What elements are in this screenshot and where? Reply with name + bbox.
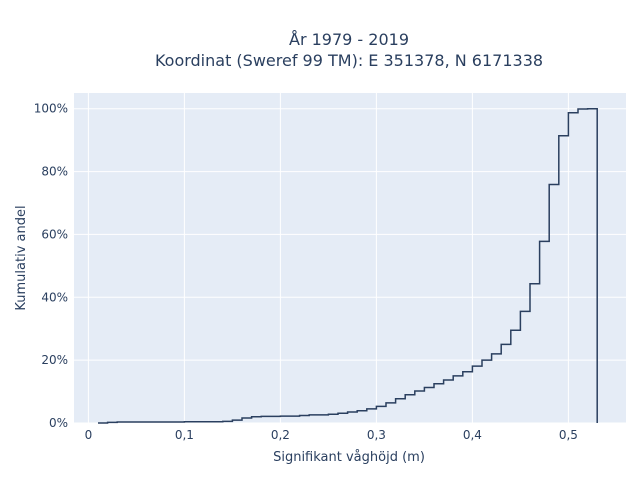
y-gridlines <box>74 108 626 424</box>
x-tick-label: 0 <box>85 428 93 442</box>
y-tick-label: 40% <box>41 290 68 304</box>
x-tick-label: 0,5 <box>559 428 578 442</box>
y-tick-label: 60% <box>41 227 68 241</box>
y-axis-title: Kumulativ andel <box>14 205 29 310</box>
x-tick-label: 0,4 <box>463 428 482 442</box>
plot-area <box>74 93 626 423</box>
y-tick-label: 20% <box>41 353 68 367</box>
y-tick-label: 0% <box>49 416 68 430</box>
y-tick-label: 80% <box>41 165 68 179</box>
x-tick-labels: 0 0,1 0,2 0,3 0,4 0,5 <box>85 428 578 442</box>
y-tick-labels: 0% 20% 40% 60% 80% 100% <box>34 102 68 430</box>
ecdf-step-line <box>98 107 598 424</box>
x-tick-label: 0,3 <box>367 428 386 442</box>
chart-title-line1: År 1979 - 2019 <box>289 30 409 49</box>
x-tick-label: 0,2 <box>271 428 290 442</box>
x-tick-label: 0,1 <box>175 428 194 442</box>
x-gridlines <box>87 93 569 423</box>
x-axis-title: Signifikant våghöjd (m) <box>273 450 425 465</box>
y-tick-label: 100% <box>34 102 68 116</box>
chart-title-line2: Koordinat (Sweref 99 TM): E 351378, N 61… <box>155 51 543 70</box>
